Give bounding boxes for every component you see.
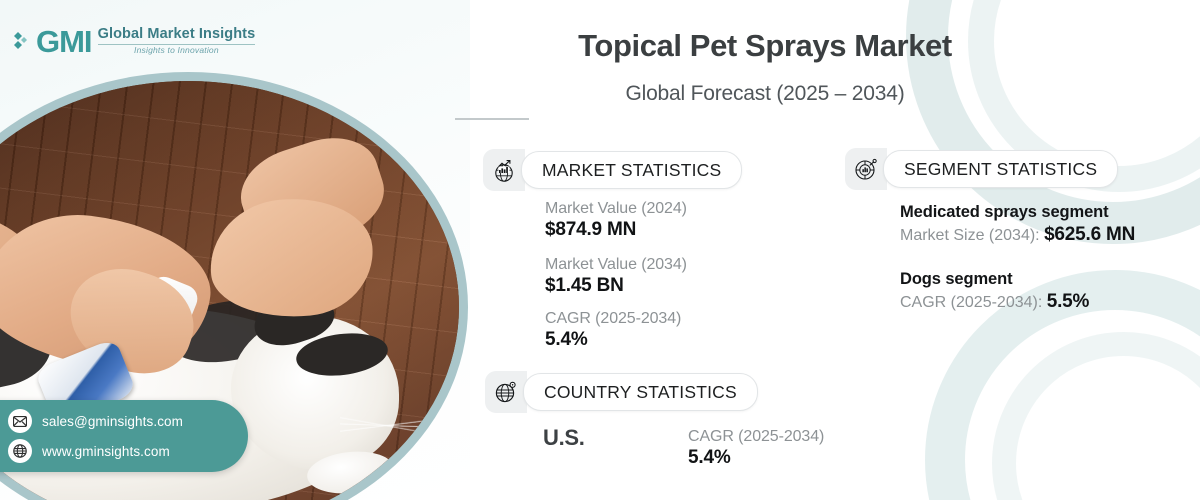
contact-email-row[interactable]: sales@gminsights.com [8,406,248,436]
segment-metric-value-2: 5.5% [1046,291,1090,312]
pie-chart-target-icon [845,148,887,190]
contact-email: sales@gminsights.com [42,413,184,429]
market-stat-label-1: Market Value (2024) [545,200,687,217]
segment-block-1: Medicated sprays segment Market Size (20… [900,203,1135,246]
market-stat-row-2: Market Value (2034) $1.45 BN [545,256,687,297]
country-metric-value: 5.4% [688,447,731,468]
brand-logo[interactable]: GMI Global Market Insights Insights to I… [14,24,256,60]
country-statistics-header: COUNTRY STATISTICS [485,371,758,413]
market-stat-value-2: $1.45 BN [545,275,624,296]
segment-statistics-header: SEGMENT STATISTICS [845,148,1119,190]
decorative-ring-bottom-right-inner [992,332,1200,500]
segment-name-2: Dogs segment [900,270,1013,288]
logo-monogram: GMI [36,24,93,59]
globe-pin-icon [485,371,527,413]
country-metric-block: CAGR (2025-2034) 5.4% [688,428,824,469]
logo-tagline: Insights to Innovation [134,45,219,56]
contact-bar: sales@gminsights.com www.gminsights.com [0,400,248,472]
market-statistics-label: MARKET STATISTICS [521,151,743,189]
segment-metric-value-1: $625.6 MN [1044,224,1136,245]
segment-metric-label-2: CAGR (2025-2034): [900,294,1047,311]
contact-website-row[interactable]: www.gminsights.com [8,436,248,466]
logo-company-name: Global Market Insights [97,25,256,42]
segment-metric-2: CAGR (2025-2034): 5.5% [900,291,1089,313]
gmi-diamond-icon [14,27,30,57]
page-subtitle: Global Forecast (2025 – 2034) [625,82,905,105]
segment-metric-label-1: Market Size (2034): [900,227,1045,244]
market-stat-row-3: CAGR (2025-2034) 5.4% [545,310,681,351]
title-underline [455,118,529,120]
segment-block-2: Dogs segment CAGR (2025-2034): 5.5% [900,270,1089,313]
logo-divider [97,44,256,46]
country-name-block: U.S. [543,425,585,451]
country-metric-label: CAGR (2025-2034) [688,428,825,445]
globe-icon [8,439,32,463]
segment-statistics-label: SEGMENT STATISTICS [883,150,1119,188]
segment-name-1: Medicated sprays segment [900,203,1109,221]
envelope-icon [8,409,32,433]
page-title: Topical Pet Sprays Market [578,28,952,63]
country-name: U.S. [543,425,585,450]
market-stat-label-2: Market Value (2034) [545,256,687,273]
market-statistics-header: MARKET STATISTICS [483,149,743,191]
market-stat-label-3: CAGR (2025-2034) [545,310,682,327]
market-stat-value-3: 5.4% [545,329,588,350]
market-stat-value-1: $874.9 MN [545,219,637,240]
contact-website: www.gminsights.com [42,443,170,459]
logo-wordmark: Global Market Insights Insights to Innov… [97,25,256,57]
segment-metric-1: Market Size (2034): $625.6 MN [900,224,1135,246]
globe-bar-chart-icon [483,149,525,191]
country-statistics-label: COUNTRY STATISTICS [523,373,758,411]
photo-cat-whiskers [339,397,432,452]
market-stat-row-1: Market Value (2024) $874.9 MN [545,200,687,241]
